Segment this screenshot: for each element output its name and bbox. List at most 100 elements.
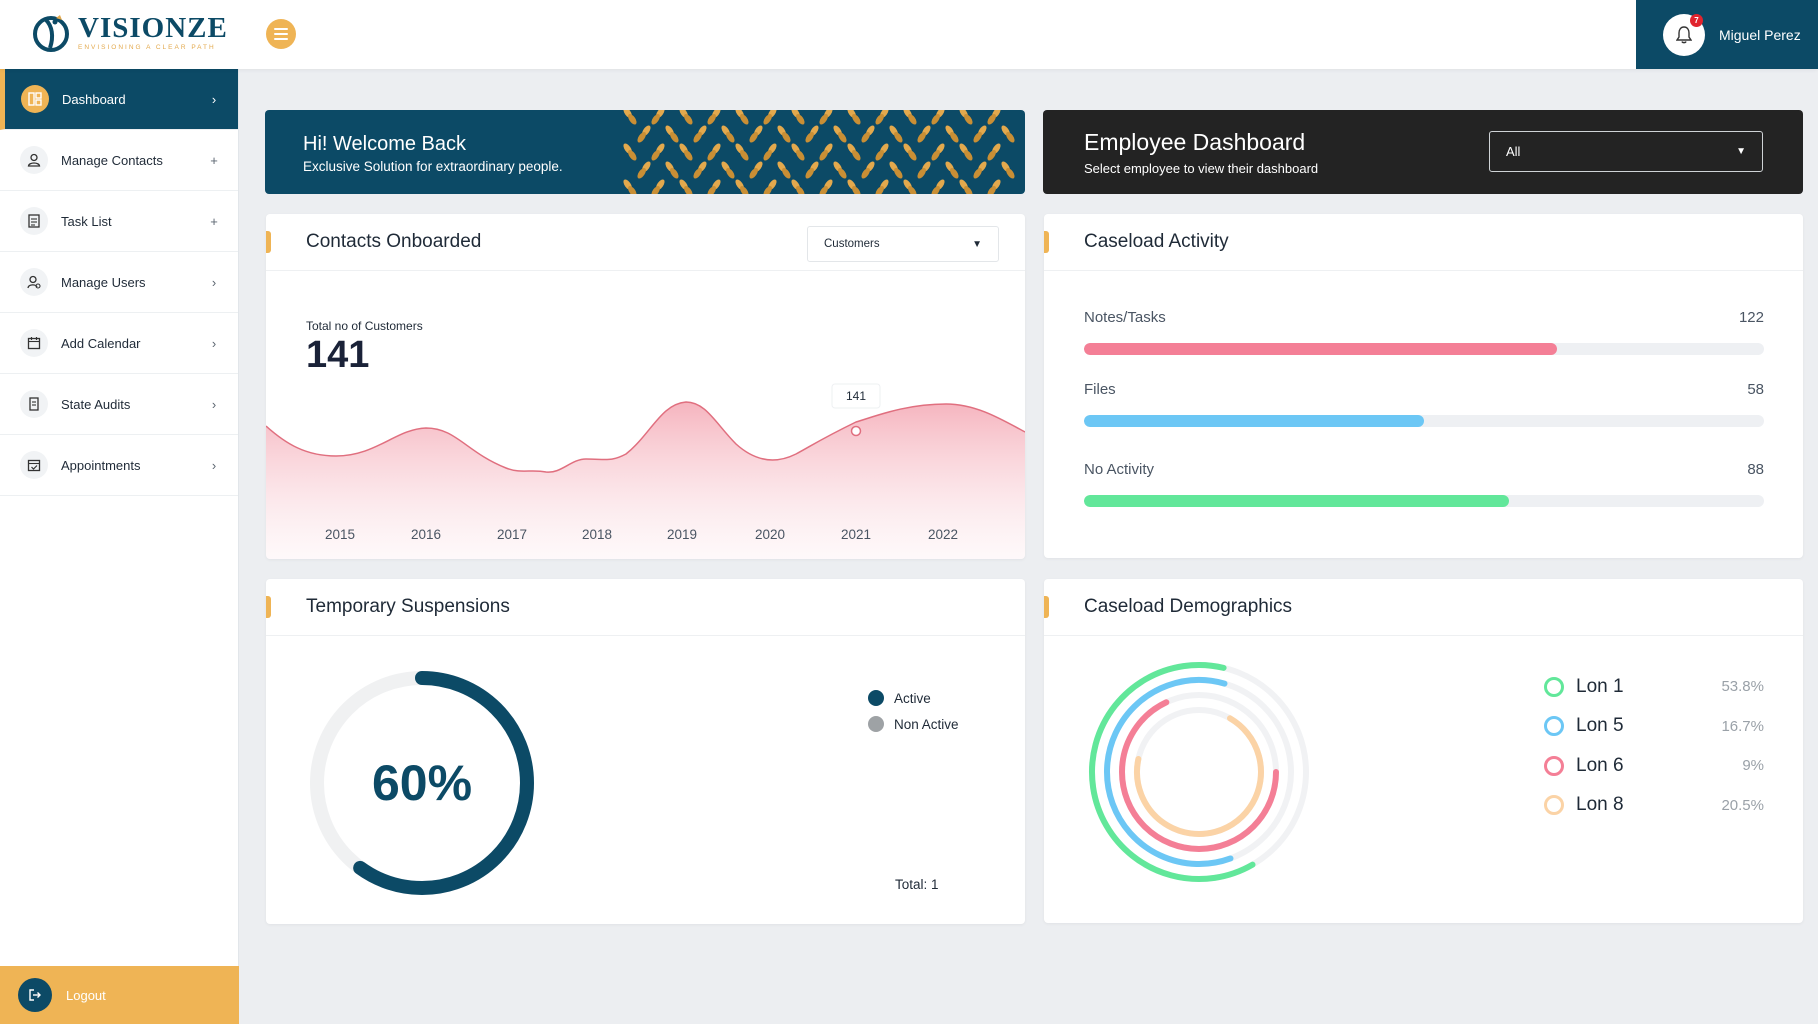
contacts-icon — [20, 146, 48, 174]
card-header: Contacts Onboarded — [266, 214, 1025, 271]
legend-item-lon-6[interactable]: Lon 6 9% — [1544, 746, 1764, 786]
card-header: Caseload Demographics — [1044, 579, 1803, 636]
legend-item-lon-1[interactable]: Lon 1 53.8% — [1544, 667, 1764, 707]
contacts-area-chart: 2015 2016 2017 2018 2019 2020 2021 2022 141 — [266, 383, 1025, 559]
leaf-mark — [959, 143, 973, 161]
legend-item-lon-8[interactable]: Lon 8 20.5% — [1544, 786, 1764, 826]
leaf-mark — [833, 161, 847, 179]
notifications-button[interactable]: 7 — [1663, 13, 1705, 56]
legend-percent: 53.8% — [1721, 678, 1764, 696]
legend-ring-icon — [1544, 676, 1564, 697]
ring-arc-lon-6[interactable] — [1119, 692, 1279, 852]
leaf-mark — [651, 110, 665, 125]
welcome-banner: Hi! Welcome Back Exclusive Solution for … — [265, 110, 1025, 194]
leaf-mark — [735, 110, 749, 125]
legend-label: Active — [894, 690, 931, 706]
caseload-demographics-card: Caseload Demographics Lon 1 53.8% Lon 5 … — [1044, 579, 1803, 923]
leaf-mark — [693, 161, 707, 179]
leaf-mark — [889, 161, 903, 179]
leaf-mark — [721, 161, 735, 179]
top-bar: VISIONZE ENVISIONING A CLEAR PATH 7 Migu… — [0, 0, 1818, 69]
user-name[interactable]: Miguel Perez — [1719, 26, 1801, 43]
temporary-suspensions-card: Temporary Suspensions 60% Active Non Act… — [266, 579, 1025, 924]
leaf-mark — [735, 143, 749, 161]
highlight-point[interactable] — [850, 425, 862, 437]
card-title: Caseload Activity — [1084, 231, 1229, 252]
sidebar-item-appointments[interactable]: Appointments › — [0, 435, 238, 496]
leaf-mark — [959, 179, 973, 194]
leaf-mark — [805, 161, 819, 179]
leaf-mark — [889, 125, 903, 143]
x-tick-label: 2021 — [841, 527, 871, 542]
legend: Active Non Active — [868, 685, 959, 737]
ring-arc-lon-8[interactable] — [1114, 687, 1283, 856]
logout-button[interactable]: Logout — [0, 966, 239, 1024]
leaf-mark — [903, 179, 917, 194]
employee-dashboard-banner: Employee Dashboard Select employee to vi… — [1043, 110, 1803, 194]
legend-label: Non Active — [894, 716, 959, 732]
bell-icon — [1676, 25, 1692, 43]
brand-name: VISIONZE — [78, 12, 228, 45]
menu-toggle-button[interactable] — [266, 19, 296, 49]
sidebar-item-add-calendar[interactable]: Add Calendar › — [0, 313, 238, 374]
suspensions-total: Total: 1 — [895, 877, 939, 892]
plus-icon: + — [210, 213, 218, 229]
leaf-mark — [735, 179, 749, 194]
leaf-mark — [707, 143, 721, 161]
leaf-mark — [693, 125, 707, 143]
leaf-mark — [833, 125, 847, 143]
employee-select[interactable]: All ▼ — [1489, 131, 1763, 172]
sidebar-item-manage-contacts[interactable]: Manage Contacts + — [0, 130, 238, 191]
leaf-pattern-decoration — [623, 110, 1015, 194]
legend-name: Lon 5 — [1576, 715, 1624, 737]
ring-arc-lon-1[interactable] — [1084, 657, 1314, 887]
leaf-mark — [931, 110, 945, 125]
sidebar: Dashboard › Manage Contacts + Task List … — [0, 69, 239, 1024]
ring-arc-lon-5[interactable] — [1084, 657, 1314, 887]
progress-fill — [1084, 343, 1557, 355]
calendar-icon — [20, 329, 48, 357]
legend-name: Lon 6 — [1576, 754, 1624, 776]
activity-value: 122 — [1738, 309, 1764, 326]
donut-arc-active[interactable] — [310, 671, 534, 895]
tooltip-value: 141 — [846, 389, 866, 403]
demographics-legend: Lon 1 53.8% Lon 5 16.7% Lon 6 9% Lon 8 2… — [1544, 667, 1764, 825]
sidebar-item-label: Task List — [61, 213, 112, 229]
demographics-radial-chart — [1084, 657, 1314, 887]
contacts-filter-select[interactable]: Customers ▼ — [807, 226, 999, 262]
leaf-mark — [623, 143, 637, 161]
leaf-mark — [623, 179, 637, 194]
sidebar-item-state-audits[interactable]: State Audits › — [0, 374, 238, 435]
leaf-mark — [875, 143, 889, 161]
x-tick-label: 2019 — [667, 527, 697, 542]
sidebar-item-label: Dashboard — [62, 91, 126, 107]
donut-percent-label: 60% — [371, 755, 473, 811]
leaf-mark — [763, 110, 777, 125]
leaf-mark — [987, 110, 1001, 125]
leaf-mark — [707, 110, 721, 125]
legend-ring-icon — [1544, 795, 1564, 816]
legend-item-non-active[interactable]: Non Active — [868, 711, 959, 737]
legend-name: Lon 1 — [1576, 675, 1624, 697]
caseload-activity-card: Caseload Activity Notes/Tasks 122 Files … — [1044, 214, 1803, 558]
sidebar-item-dashboard[interactable]: Dashboard › — [0, 69, 238, 130]
sidebar-item-task-list[interactable]: Task List + — [0, 191, 238, 252]
leaf-mark — [819, 110, 833, 125]
leaf-mark — [721, 125, 735, 143]
card-header: Caseload Activity — [1044, 214, 1803, 271]
leaf-mark — [791, 143, 805, 161]
sidebar-item-manage-users[interactable]: Manage Users › — [0, 252, 238, 313]
leaf-mark — [917, 125, 931, 143]
x-tick-label: 2018 — [582, 527, 612, 542]
sidebar-item-label: Appointments — [61, 457, 141, 473]
legend-item-lon-5[interactable]: Lon 5 16.7% — [1544, 707, 1764, 747]
activity-label: Notes/Tasks — [1084, 309, 1166, 326]
area-line — [266, 401, 1025, 473]
leaf-mark — [847, 179, 861, 194]
legend-item-active[interactable]: Active — [868, 685, 959, 711]
brand-logo[interactable]: VISIONZE ENVISIONING A CLEAR PATH — [30, 10, 228, 56]
leaf-mark — [805, 125, 819, 143]
x-tick-label: 2022 — [928, 527, 958, 542]
leaf-mark — [819, 143, 833, 161]
leaf-mark — [945, 161, 959, 179]
